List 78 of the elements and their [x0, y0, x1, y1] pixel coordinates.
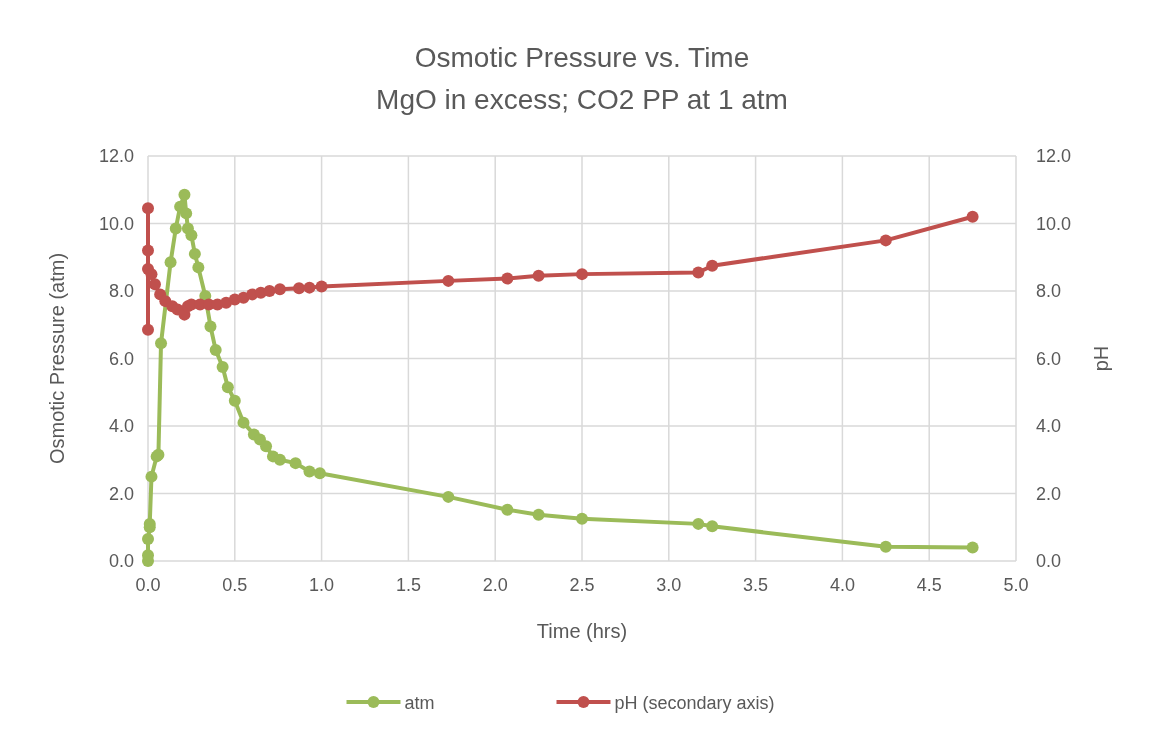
point: [706, 259, 719, 272]
point: [313, 467, 326, 480]
point: [188, 247, 201, 260]
point: [228, 394, 241, 407]
y2-tick-label: 2.0: [1036, 483, 1062, 504]
x-tick-label: 1.5: [395, 575, 421, 595]
y-tick-label: 0.0: [108, 551, 134, 571]
y2-tick-label: 4.0: [1036, 416, 1062, 436]
point: [692, 517, 705, 530]
point: [576, 512, 588, 525]
point: [142, 533, 154, 546]
point: [692, 266, 705, 279]
point: [273, 283, 286, 296]
point: [178, 188, 191, 201]
x-tick-label: 0.5: [222, 575, 248, 595]
point: [879, 234, 892, 247]
point: [442, 274, 455, 287]
point: [289, 457, 302, 470]
point: [273, 453, 286, 466]
point: [532, 269, 545, 282]
y2-tick-label: 8.0: [1036, 281, 1062, 301]
point: [180, 207, 193, 220]
point: [966, 210, 979, 223]
point: [237, 416, 250, 429]
chart-subtitle: MgO in excess; CO2 PP at 1 atm: [376, 84, 788, 115]
x-tick-label: 1.0: [309, 575, 335, 595]
point: [192, 261, 205, 274]
point: [576, 268, 588, 281]
y2-tick-label: 12.0: [1036, 146, 1072, 166]
point: [263, 285, 276, 297]
x-axis-title: Time (hrs): [536, 620, 628, 642]
point: [879, 540, 892, 553]
point: [142, 244, 154, 257]
x-tick-label: 0.0: [135, 575, 161, 595]
y-tick-label: 12.0: [98, 146, 134, 166]
legend-label: pH (secondary axis): [614, 693, 775, 713]
point: [293, 282, 306, 295]
point: [260, 440, 273, 453]
point: [185, 229, 198, 242]
chart-title: Osmotic Pressure vs. Time: [414, 42, 750, 73]
point: [209, 344, 222, 357]
y2-tick-label: 10.0: [1036, 213, 1072, 234]
point: [315, 280, 328, 293]
x-tick-label: 4.5: [916, 575, 942, 595]
point: [221, 381, 234, 394]
point: [303, 281, 316, 294]
y-tick-label: 6.0: [108, 348, 134, 369]
legend-label: atm: [404, 693, 435, 713]
y2-axis-title: pH: [1090, 345, 1112, 372]
x-tick-label: 2.5: [569, 575, 595, 595]
point: [145, 470, 158, 483]
y2-tick-label: 0.0: [1036, 551, 1062, 571]
point: [155, 337, 168, 350]
point: [966, 541, 979, 554]
point: [532, 508, 545, 521]
point: [303, 465, 316, 478]
y-tick-label: 10.0: [98, 213, 134, 234]
point: [145, 268, 158, 281]
y-tick-label: 4.0: [108, 416, 134, 436]
y-tick-label: 2.0: [108, 483, 134, 504]
point: [501, 272, 514, 285]
x-tick-label: 5.0: [1003, 575, 1029, 595]
x-tick-label: 2.0: [482, 575, 508, 595]
point: [142, 323, 154, 336]
x-tick-label: 3.5: [743, 575, 769, 595]
point: [164, 256, 177, 269]
point: [142, 202, 154, 215]
point: [706, 520, 719, 533]
y-tick-label: 8.0: [108, 281, 134, 301]
point: [501, 503, 514, 516]
point: [169, 222, 182, 235]
x-tick-label: 4.0: [829, 575, 855, 595]
y2-tick-label: 6.0: [1036, 348, 1062, 369]
x-tick-label: 3.0: [656, 575, 682, 595]
point: [216, 360, 229, 373]
point: [204, 320, 217, 333]
y-axis-title: Osmotic Pressure (atm): [46, 252, 68, 465]
point: [442, 490, 455, 503]
